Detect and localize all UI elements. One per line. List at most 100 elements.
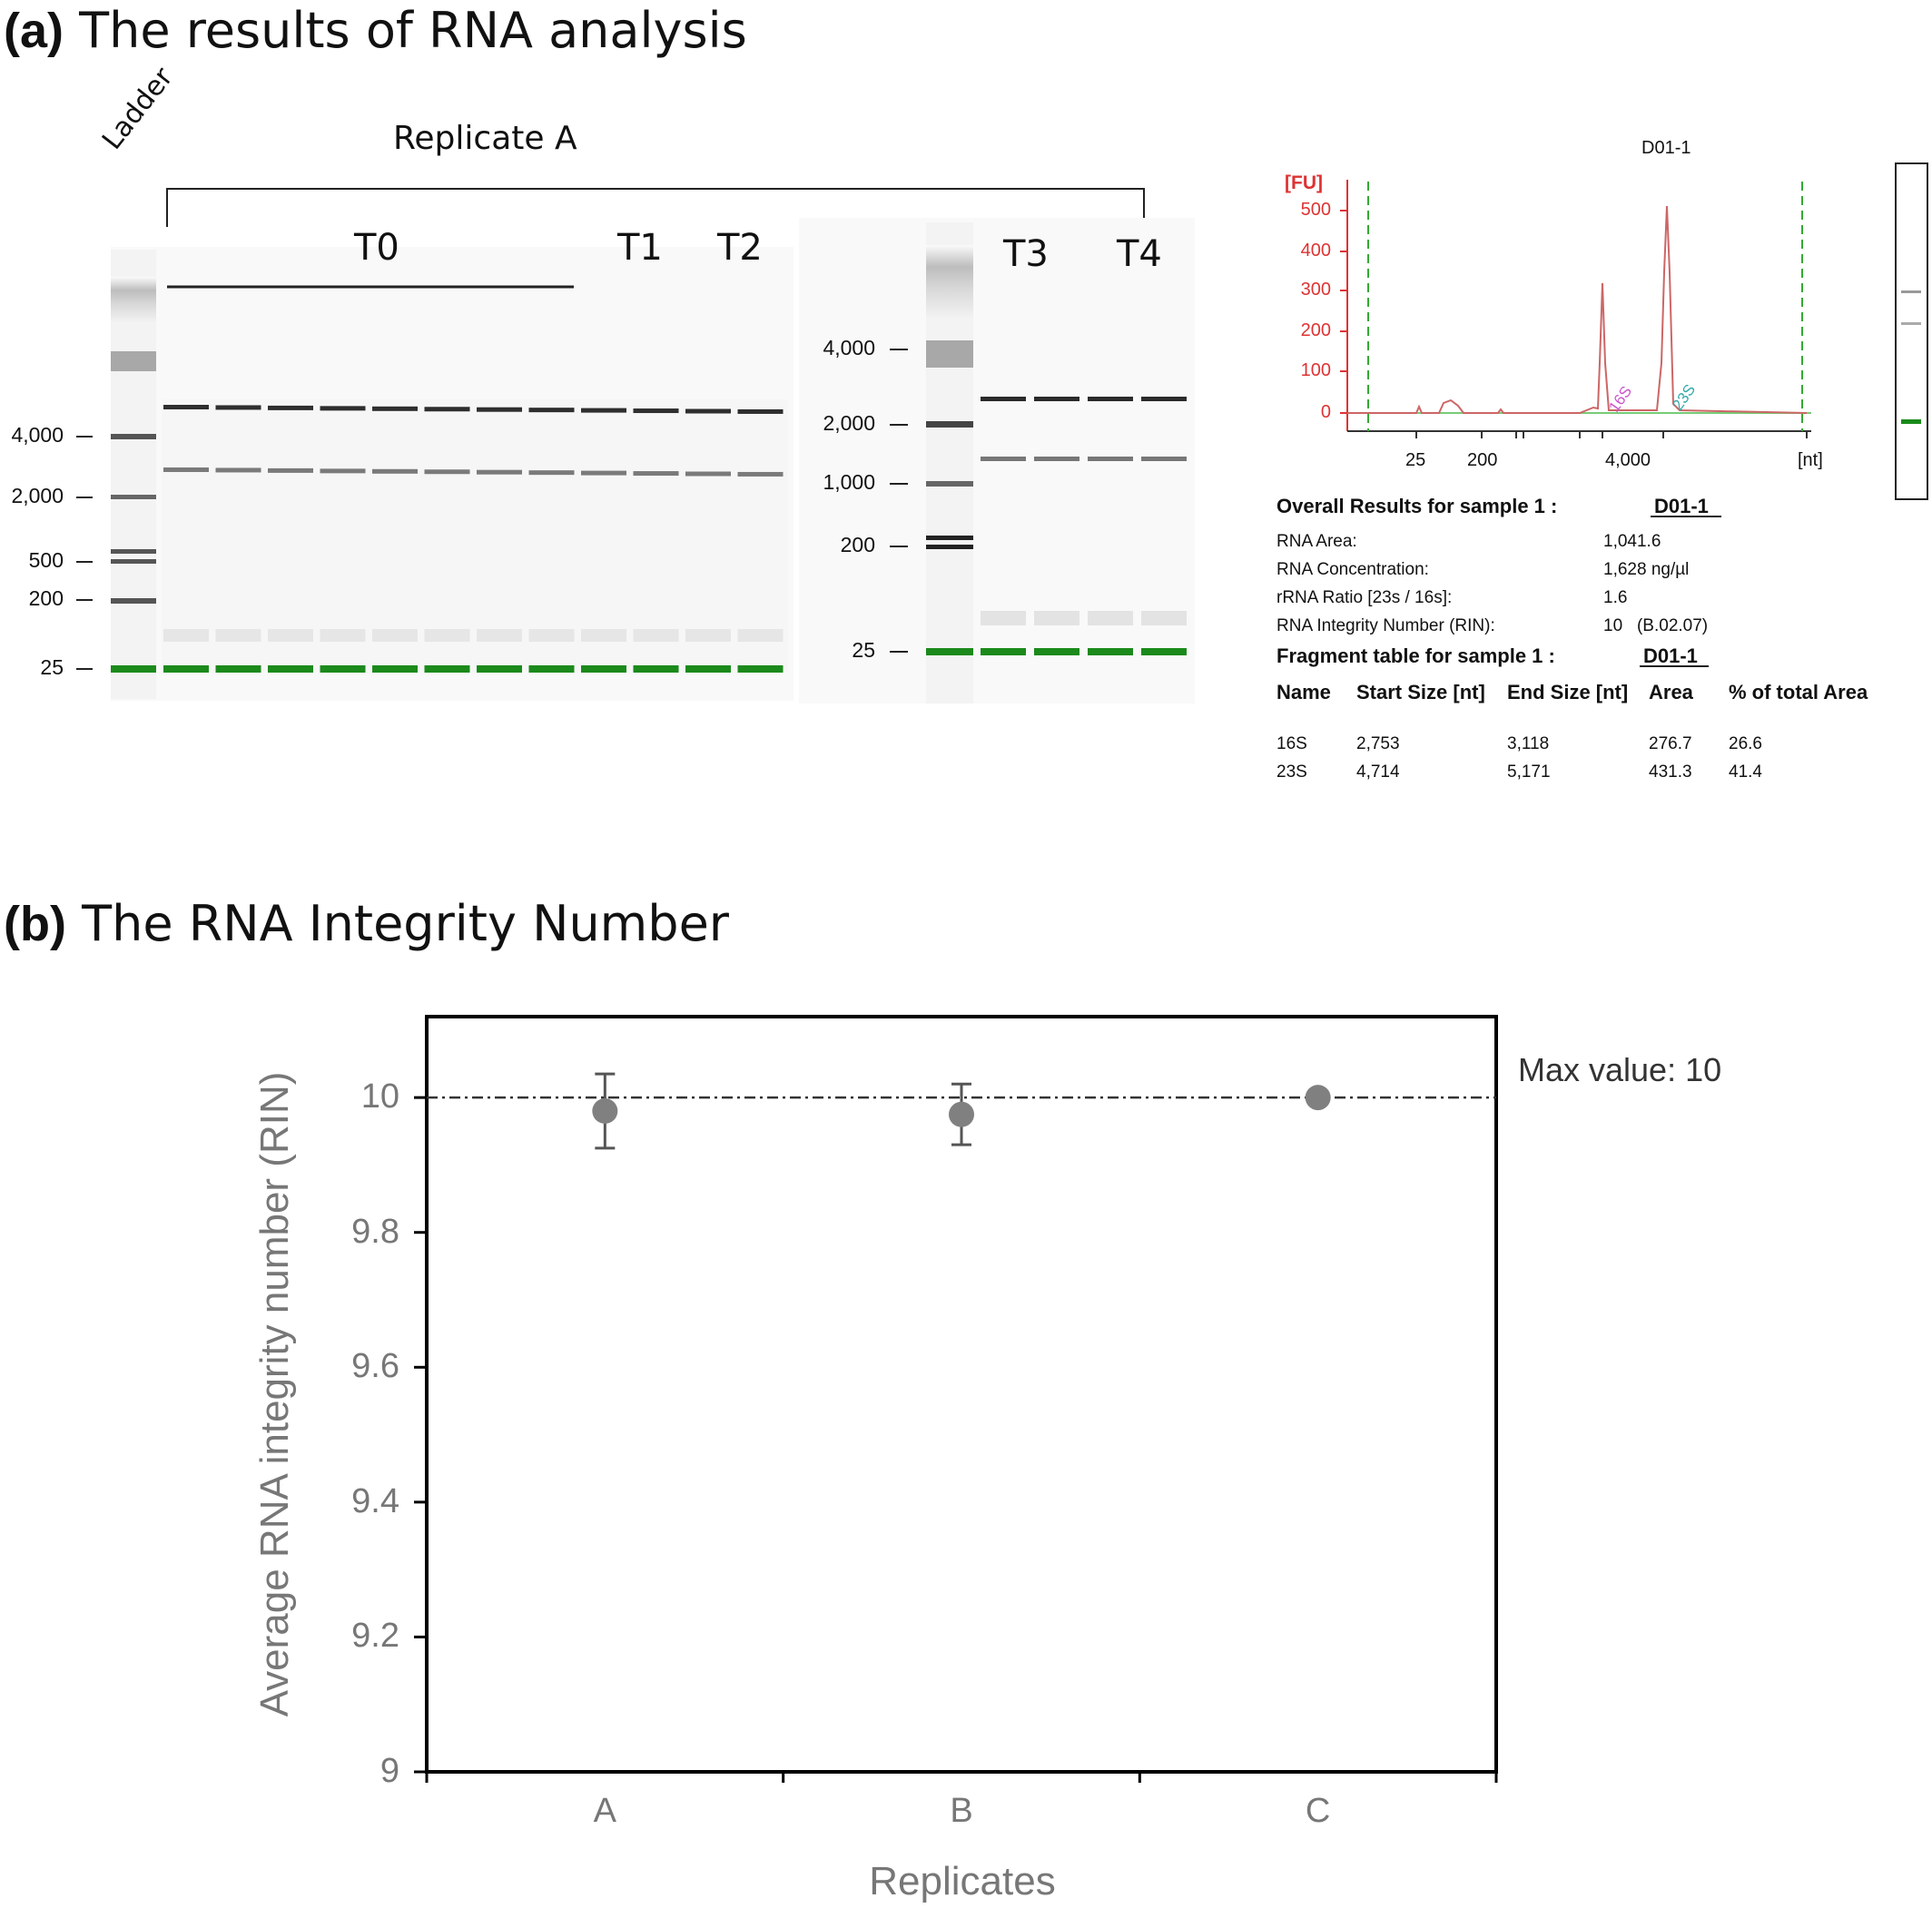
epg-sample-title: D01-1 [1641, 138, 1691, 158]
gel1-band-23s [320, 406, 366, 411]
epg-x-unit: [nt] [1798, 450, 1823, 470]
overall-row-label: rRNA Ratio [23s / 16s]: [1276, 588, 1453, 607]
epg-x-tick-4000: 4,000 [1605, 450, 1651, 470]
gel1-band-23s [685, 408, 731, 414]
fragment-cell: 431.3 [1649, 762, 1692, 782]
replicate-a-bracket [166, 188, 1145, 227]
fragment-col-start: Start Size [nt] [1356, 681, 1485, 703]
fragment-cell: 41.4 [1729, 762, 1762, 782]
epg-y-tick-100: 100 [1300, 360, 1331, 380]
gel1-band-16s [215, 467, 261, 473]
gel2-band-marker [1034, 648, 1079, 655]
rin-y-tick-label: 9.4 [351, 1481, 399, 1520]
gel1-ladder-band-2000 [111, 495, 156, 499]
gel1-band-low [685, 629, 731, 642]
gel1-band-23s [163, 405, 209, 409]
time-label-t2: T2 [717, 227, 763, 269]
gel1-band-23s [424, 407, 470, 412]
overall-row-label: RNA Concentration: [1276, 560, 1429, 579]
gel2-tick-label-1000: 1,000 [823, 470, 875, 494]
gel1-tick-label-200: 200 [28, 586, 64, 610]
gel1-band-16s [633, 471, 679, 477]
lane-thumbnail-band-marker [1901, 419, 1921, 424]
gel1-ladder-smear [111, 277, 156, 322]
fragment-cell: 3,118 [1507, 734, 1550, 753]
gel1-band-23s [477, 407, 522, 412]
gel1-tick-label-2000: 2,000 [11, 484, 64, 507]
rin-y-tick-label: 9 [380, 1752, 399, 1790]
epg-y-ticks [1340, 210, 1347, 414]
epg-trace [1347, 205, 1808, 414]
epg-y-tick-500: 500 [1300, 200, 1331, 220]
gel2-band-marker [1088, 648, 1133, 655]
electropherogram [1340, 180, 1811, 438]
overall-row-value: 1,041.6 [1603, 532, 1661, 551]
gel2-band-16s [1088, 457, 1133, 461]
epg-y-tick-400: 400 [1300, 241, 1331, 261]
gel1-band-low [215, 629, 261, 642]
gel1-band-23s [372, 406, 418, 411]
fragment-col-percent: % of total Area [1729, 681, 1868, 703]
gel1-band-low [424, 629, 470, 642]
panel-a-title-text: The results of RNA analysis [79, 2, 747, 59]
gel1-band-marker [163, 665, 209, 673]
lane-thumbnail [1895, 162, 1928, 500]
overall-row-value: 1,628 ng/µl [1603, 560, 1690, 579]
rin-y-tick-label: 9.2 [351, 1617, 399, 1656]
panel-a-title: (a) The results of RNA analysis [4, 2, 747, 59]
gel1-band-marker [424, 665, 470, 673]
rin-x-category-label: B [950, 1792, 973, 1830]
overall-results-heading: Overall Results for sample 1 : [1276, 495, 1558, 517]
gel2-band-low [1141, 611, 1187, 625]
gel2-tick-label-2000: 2,000 [823, 411, 875, 435]
gel1-band-23s [268, 405, 313, 410]
max-value-label: Max value: 10 [1518, 1051, 1722, 1088]
gel1-band-low [268, 629, 313, 642]
gel1-band-marker [215, 665, 261, 673]
gel1-band-16s [685, 471, 731, 477]
time-label-t3: T3 [1003, 233, 1049, 275]
gel2-band-marker [981, 648, 1026, 655]
gel1-ladder-lane [111, 250, 156, 699]
rin-x-category-label: A [593, 1792, 616, 1830]
gel1-band-16s [320, 468, 366, 474]
epg-y-tick-300: 300 [1300, 280, 1331, 300]
rin-point [592, 1098, 618, 1124]
gel1-ladder-band-200 [111, 598, 156, 604]
rin-point [949, 1101, 974, 1127]
gel2-band-16s [981, 457, 1026, 461]
fragment-col-area: Area [1649, 681, 1693, 703]
gel2-tick-label-4000: 4,000 [823, 336, 875, 359]
gel1-ladder-band-25 [111, 665, 156, 673]
gel2-tick-marks [890, 349, 908, 653]
rin-x-category-label: C [1305, 1792, 1331, 1830]
gel1-tick-marks [76, 436, 93, 670]
gel1-tick-label-25: 25 [40, 655, 64, 679]
gel1-band-23s [737, 408, 784, 414]
fragment-col-name: Name [1276, 681, 1331, 703]
gel2-band-16s [1034, 457, 1079, 461]
fragment-cell: 2,753 [1356, 734, 1400, 753]
fragment-cell: 23S [1276, 762, 1307, 782]
fragment-col-end: End Size [nt] [1507, 681, 1629, 703]
gel1-ladder-band-upper [111, 351, 156, 371]
overall-row-value: 10 (B.02.07) [1603, 616, 1709, 635]
gel1-ladder-band-4000 [111, 434, 156, 439]
overall-results-sample: D01-1 [1654, 495, 1709, 517]
fragment-table-heading: Fragment table for sample 1 : [1276, 644, 1555, 667]
panel-b-title: (b) The RNA Integrity Number [4, 895, 729, 952]
gel1-band-low [581, 629, 626, 642]
gel1-band-23s [581, 408, 626, 413]
gel1-band-marker [268, 665, 313, 673]
rin-point [1305, 1085, 1331, 1111]
rin-x-axis-label: Replicates [869, 1859, 1056, 1903]
gel2-tick-label-200: 200 [840, 533, 875, 556]
rin-errorbars [595, 1072, 971, 1150]
time-label-t1: T1 [617, 227, 663, 269]
gel1-band-marker [372, 665, 418, 673]
gel1-band-16s [268, 467, 313, 473]
fragment-cell: 276.7 [1649, 734, 1692, 753]
gel1-ladder-band-500b [111, 559, 156, 564]
gel1-band-low [477, 629, 522, 642]
gel2-ladder-band-2000 [926, 421, 973, 428]
